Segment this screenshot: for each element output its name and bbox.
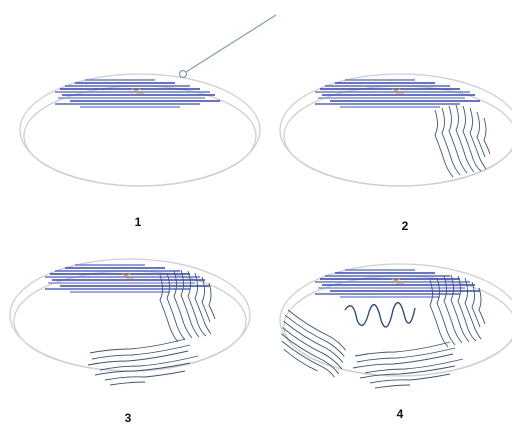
streak-plate-diagram: 1 2 3 4	[0, 0, 512, 427]
panel-label: 2	[402, 219, 409, 233]
panel-label: 4	[397, 407, 404, 421]
panel-label: 3	[125, 411, 132, 425]
panel-label: 1	[135, 215, 142, 229]
